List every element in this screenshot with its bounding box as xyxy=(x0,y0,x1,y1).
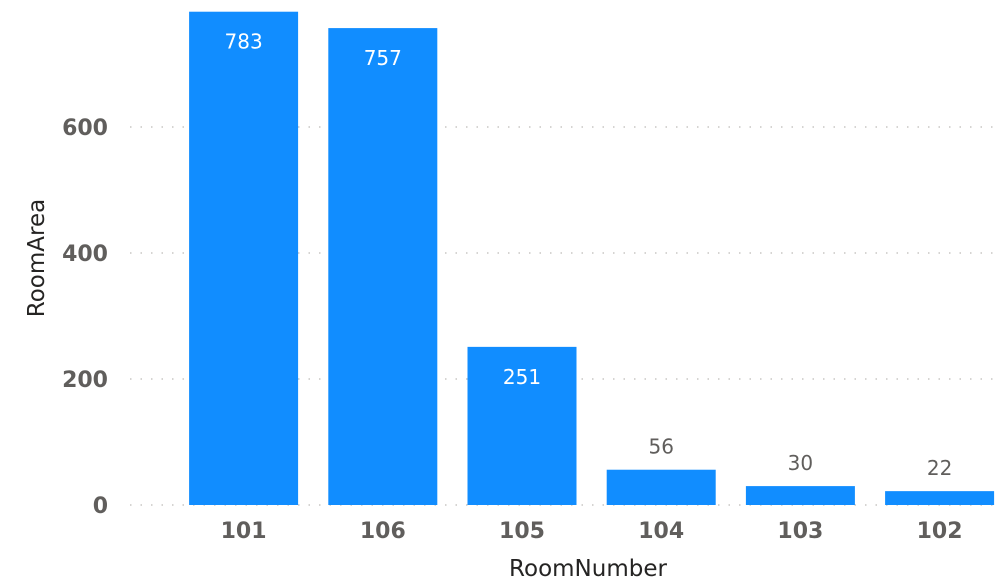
x-tick-label-102: 102 xyxy=(917,519,963,544)
bar-106[interactable] xyxy=(328,28,438,506)
x-tick-label-101: 101 xyxy=(221,519,267,544)
y-tick-label: 200 xyxy=(62,368,108,393)
data-label-103: 30 xyxy=(788,451,813,475)
data-label-101: 783 xyxy=(225,30,263,54)
x-tick-label-105: 105 xyxy=(499,519,545,544)
y-tick-label: 0 xyxy=(93,494,108,519)
y-axis-title: RoomArea xyxy=(24,199,50,317)
data-label-102: 22 xyxy=(927,456,952,480)
x-axis-ticks: 101 106 105 104 103 102 xyxy=(221,519,963,544)
y-axis-ticks: 0 200 400 600 xyxy=(62,116,108,519)
x-tick-label-104: 104 xyxy=(638,519,684,544)
bar-103[interactable] xyxy=(745,486,855,505)
bars xyxy=(189,11,995,506)
x-tick-label-106: 106 xyxy=(360,519,406,544)
data-labels: 783 757 251 56 30 22 xyxy=(225,30,953,480)
bar-102[interactable] xyxy=(885,491,995,505)
bar-105[interactable] xyxy=(467,346,577,505)
data-label-106: 757 xyxy=(364,46,402,70)
y-tick-label: 600 xyxy=(62,116,108,141)
x-axis-title: RoomNumber xyxy=(509,556,667,582)
data-label-105: 251 xyxy=(503,365,541,389)
x-tick-label-103: 103 xyxy=(777,519,823,544)
bar-101[interactable] xyxy=(189,11,299,506)
data-label-104: 56 xyxy=(648,435,673,459)
y-tick-label: 400 xyxy=(62,242,108,267)
bar-104[interactable] xyxy=(606,469,716,505)
